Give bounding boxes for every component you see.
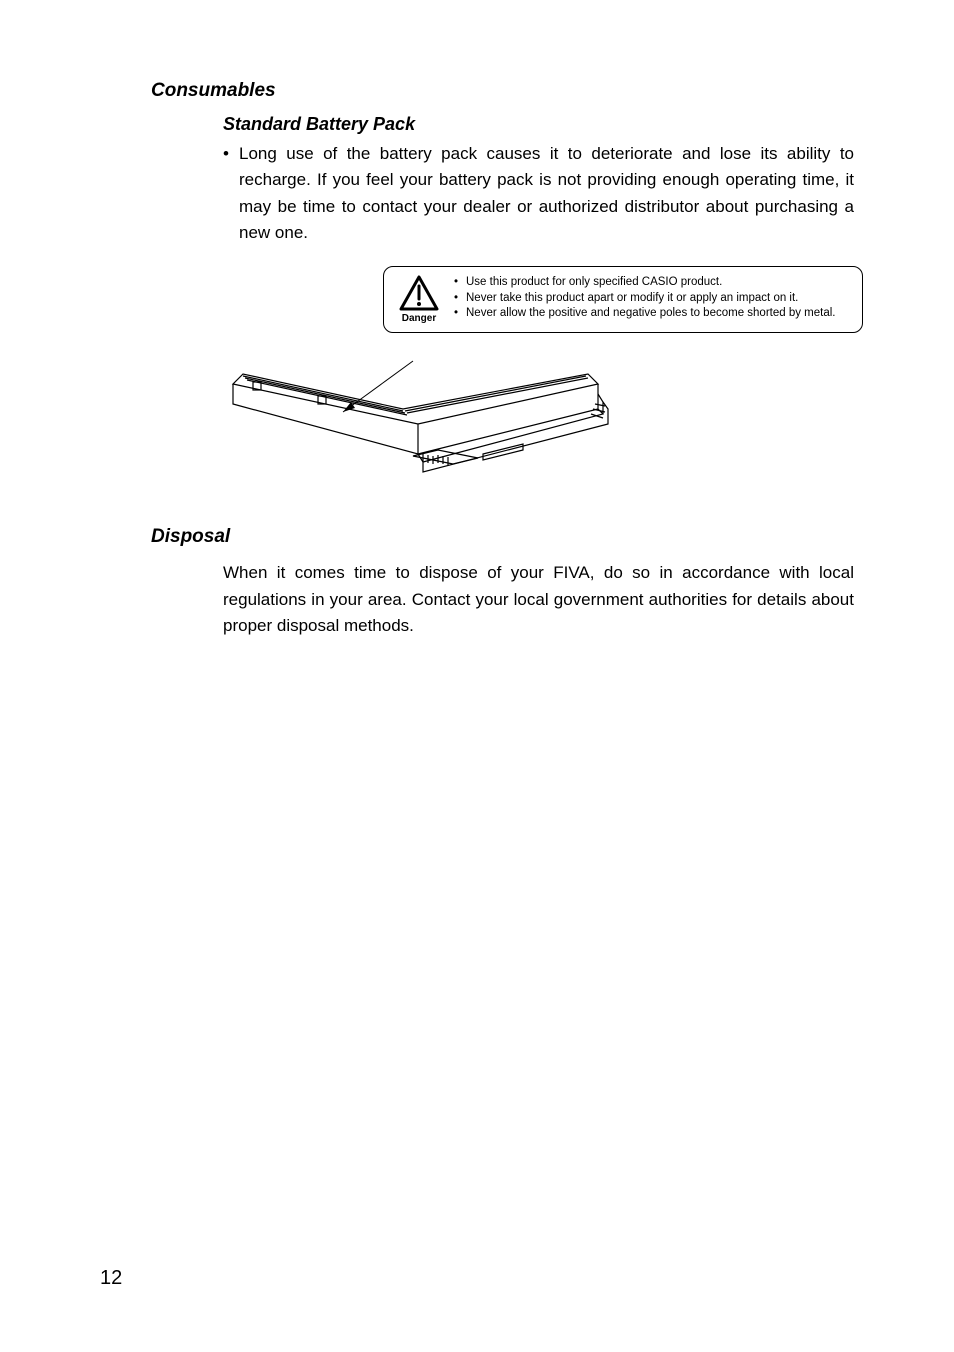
consumables-heading: Consumables [151, 80, 854, 102]
warning-list: • Use this product for only specified CA… [454, 275, 836, 322]
disposal-section: Disposal When it comes time to dispose o… [155, 526, 854, 639]
disposal-heading: Disposal [151, 526, 854, 548]
battery-diagram: Danger • Use this product for only speci… [223, 266, 863, 496]
bullet-dot-icon: • [454, 306, 466, 322]
battery-pack-illustration [223, 354, 623, 494]
warning-text: Never allow the positive and negative po… [466, 306, 836, 322]
battery-heading: Standard Battery Pack [223, 114, 854, 135]
battery-bullet-row: • Long use of the battery pack causes it… [223, 141, 854, 246]
bullet-dot-icon: • [223, 141, 239, 246]
danger-label: Danger [402, 313, 436, 324]
warning-item: • Use this product for only specified CA… [454, 275, 836, 291]
page-number: 12 [100, 1267, 122, 1290]
warning-text: Never take this product apart or modify … [466, 291, 798, 307]
consumables-section: Consumables Standard Battery Pack • Long… [155, 80, 854, 496]
warning-item: • Never allow the positive and negative … [454, 306, 836, 322]
battery-bullet-text: Long use of the battery pack causes it t… [239, 141, 854, 246]
danger-symbol-column: Danger [394, 275, 444, 324]
warning-text: Use this product for only specified CASI… [466, 275, 722, 291]
danger-triangle-icon [399, 275, 439, 311]
bullet-dot-icon: • [454, 275, 466, 291]
warning-item: • Never take this product apart or modif… [454, 291, 836, 307]
danger-callout: Danger • Use this product for only speci… [383, 266, 863, 333]
bullet-dot-icon: • [454, 291, 466, 307]
disposal-body: When it comes time to dispose of your FI… [223, 560, 854, 639]
battery-bullet-block: • Long use of the battery pack causes it… [223, 141, 854, 246]
